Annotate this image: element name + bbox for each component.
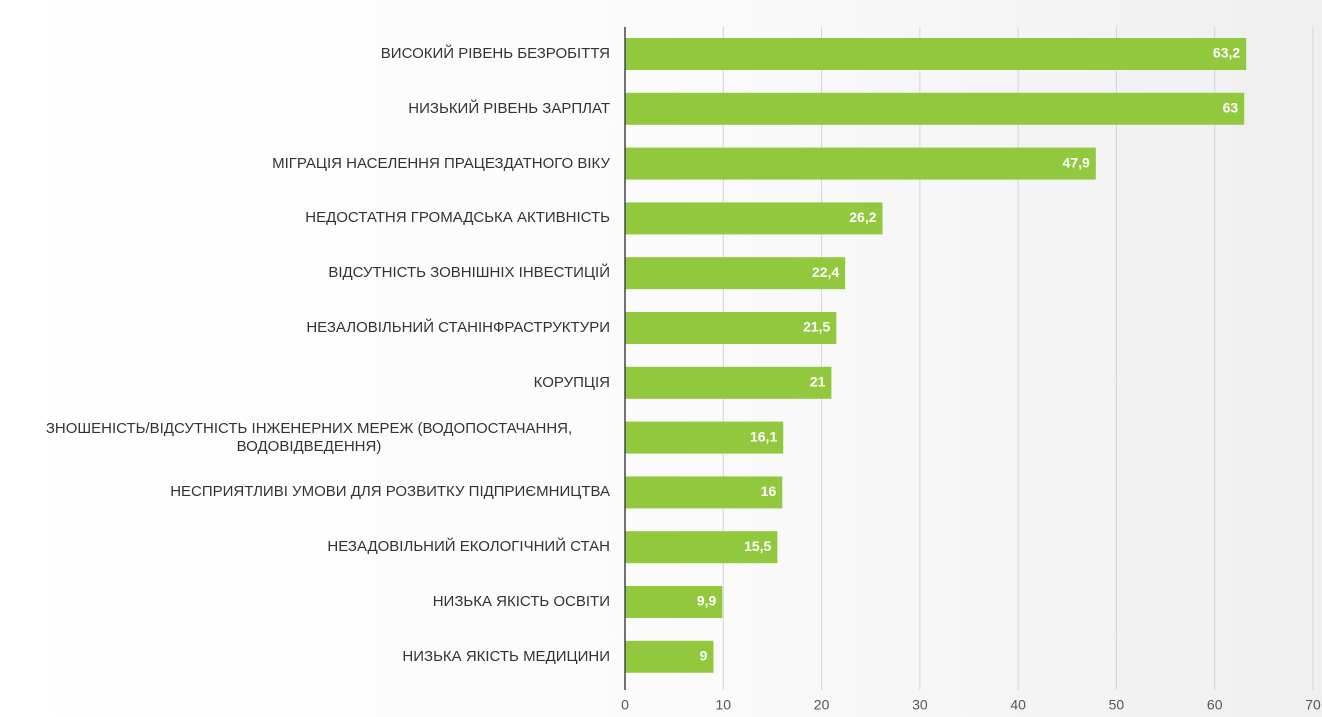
y-tick-label-box: НЕЗАДОВІЛЬНИЙ ЕКОЛОГІЧНИЙ СТАН [8, 522, 610, 572]
x-tick-label: 30 [912, 697, 928, 713]
bar [625, 421, 784, 454]
x-tick-label: 0 [621, 697, 629, 713]
y-tick-label: НИЗЬКИЙ РІВЕНЬ ЗАРПЛАТ [408, 99, 610, 117]
bar [625, 640, 714, 673]
data-label: 22,4 [812, 264, 839, 280]
y-tick-label-box: НИЗЬКА ЯКІСТЬ ОСВІТИ [8, 577, 610, 627]
x-tick-label: 20 [814, 697, 830, 713]
y-tick-label-box: ЗНОШЕНІСТЬ/ВІДСУТНІСТЬ ІНЖЕНЕРНИХ МЕРЕЖ … [8, 413, 610, 463]
y-tick-label: НЕДОСТАТНЯ ГРОМАДСЬКА АКТИВНІСТЬ [305, 209, 610, 227]
data-label: 26,2 [849, 209, 876, 225]
bar [625, 92, 1245, 125]
data-label: 9,9 [697, 593, 717, 609]
y-tick-label: КОРУПЦІЯ [533, 373, 610, 391]
bar [625, 312, 837, 344]
y-tick-label: МІГРАЦІЯ НАСЕЛЕННЯ ПРАЦЕЗДАТНОГО ВІКУ [272, 154, 610, 172]
bar [625, 38, 1247, 70]
data-label: 21,5 [803, 319, 830, 335]
data-label: 16,1 [750, 428, 777, 444]
x-tick-label: 50 [1109, 697, 1125, 713]
y-tick-label-box: НИЗЬКА ЯКІСТЬ МЕДИЦИНИ [8, 632, 610, 682]
bar [625, 257, 846, 290]
data-label: 21 [810, 374, 826, 390]
data-label: 63,2 [1213, 45, 1240, 61]
bar [625, 202, 883, 235]
y-tick-label: ЗНОШЕНІСТЬ/ВІДСУТНІСТЬ ІНЖЕНЕРНИХ МЕРЕЖ … [45, 419, 573, 455]
y-tick-label-box: НИЗЬКИЙ РІВЕНЬ ЗАРПЛАТ [8, 84, 610, 134]
data-label: 47,9 [1063, 154, 1090, 170]
y-tick-label: НИЗЬКА ЯКІСТЬ ОСВІТИ [432, 593, 610, 610]
y-tick-label-box: НЕСПРИЯТЛИВІ УМОВИ ДЛЯ РОЗВИТКУ ПІДПРИЄМ… [8, 467, 610, 517]
data-label: 15,5 [744, 538, 771, 554]
x-tick-label: 10 [715, 697, 731, 713]
x-tick-label: 70 [1305, 697, 1321, 713]
y-tick-label-box: МІГРАЦІЯ НАСЕЛЕННЯ ПРАЦЕЗДАТНОГО ВІКУ [8, 139, 610, 189]
data-label: 9 [700, 648, 708, 664]
y-tick-label: НИЗЬКА ЯКІСТЬ МЕДИЦИНИ [402, 647, 610, 665]
y-tick-label-box: НЕЗАЛОВІЛЬНИЙ СТАНІНФРАСТРУКТУРИ [8, 303, 610, 353]
y-tick-label-box: ВІДСУТНІСТЬ ЗОВНІШНІХ ІНВЕСТИЦІЙ [8, 248, 610, 298]
bar [625, 476, 783, 509]
data-label: 63 [1223, 100, 1239, 116]
y-tick-label: НЕЗАДОВІЛЬНИЙ ЕКОЛОГІЧНИЙ СТАН [327, 538, 610, 556]
x-tick-label: 60 [1207, 697, 1223, 713]
y-tick-label: НЕЗАЛОВІЛЬНИЙ СТАНІНФРАСТРУКТУРИ [306, 319, 610, 336]
y-tick-label-box: ВИСОКИЙ РІВЕНЬ БЕЗРОБІТТЯ [8, 29, 610, 79]
bar [625, 366, 832, 399]
y-tick-label: НЕСПРИЯТЛИВІ УМОВИ ДЛЯ РОЗВИТКУ ПІДПРИЄМ… [170, 483, 610, 501]
y-tick-label-box: КОРУПЦІЯ [8, 358, 610, 408]
bar [625, 531, 778, 564]
bar [625, 147, 1096, 180]
bar [625, 586, 723, 618]
x-tick-label: 40 [1010, 697, 1026, 713]
y-tick-label: ВІДСУТНІСТЬ ЗОВНІШНІХ ІНВЕСТИЦІЙ [328, 264, 610, 282]
y-tick-label-box: НЕДОСТАТНЯ ГРОМАДСЬКА АКТИВНІСТЬ [8, 193, 610, 243]
data-label: 16 [761, 483, 777, 499]
y-tick-label: ВИСОКИЙ РІВЕНЬ БЕЗРОБІТТЯ [380, 45, 610, 62]
